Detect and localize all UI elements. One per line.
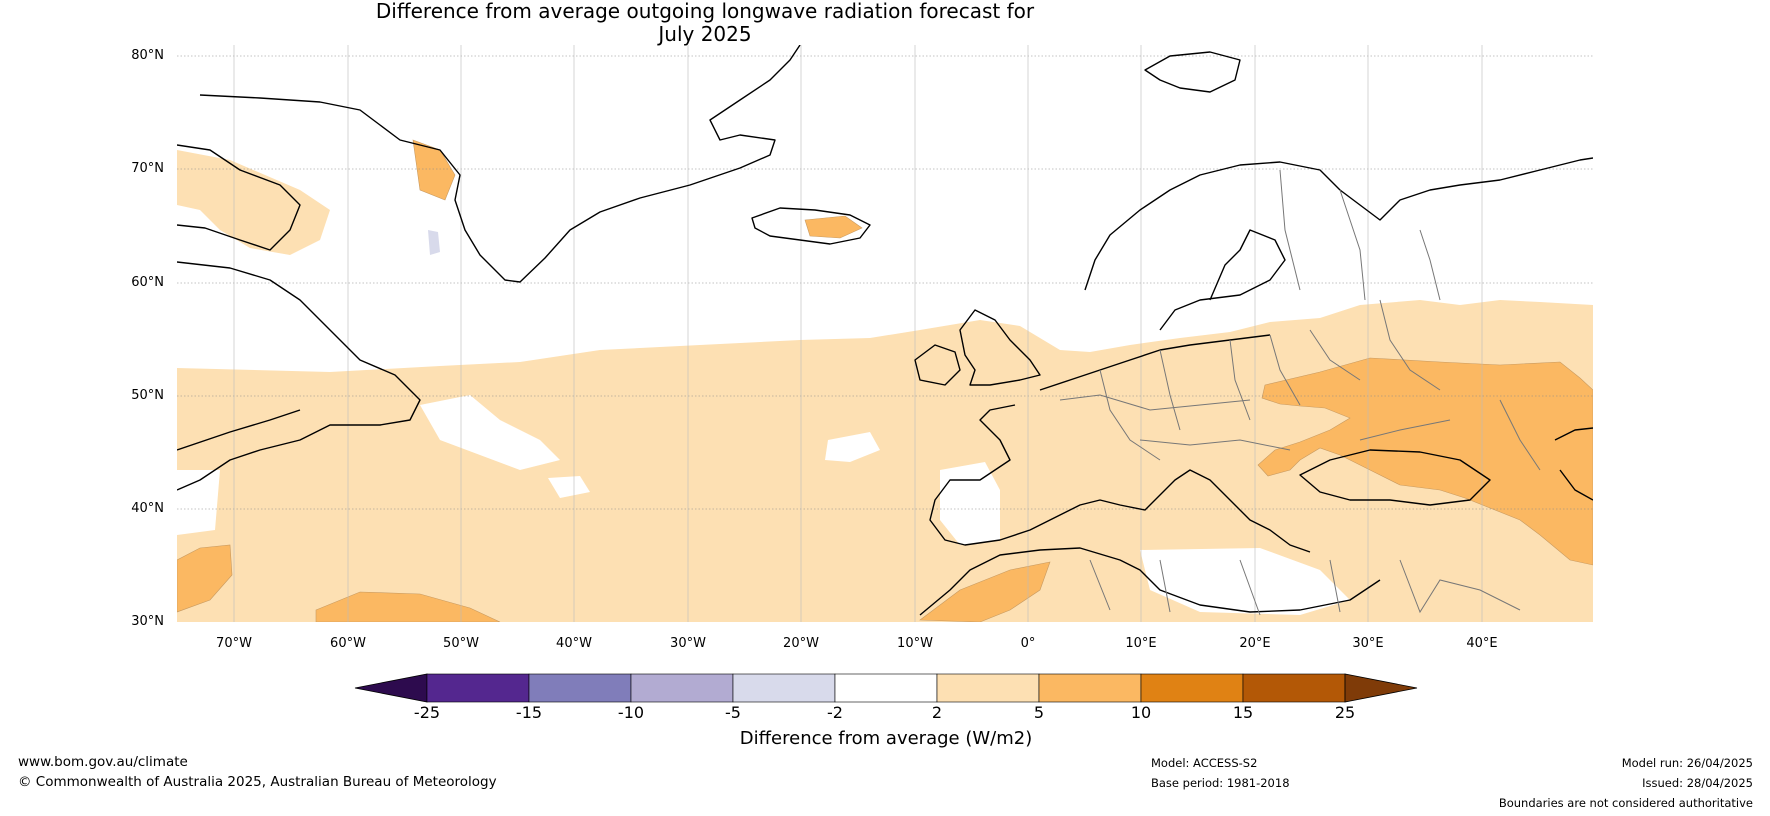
anomaly-region-orange-morocco xyxy=(919,561,1051,622)
colorbar-tick-minus10: -10 xyxy=(617,703,645,722)
coastline-ireland xyxy=(914,344,961,386)
lat-label-70n: 70°N xyxy=(131,161,164,176)
footer-url[interactable]: www.bom.gov.au/climate xyxy=(18,754,188,770)
colorbar-tick-25: 25 xyxy=(1334,703,1356,722)
title-line-1: Difference from average outgoing longwav… xyxy=(375,0,1035,23)
lat-label-60n: 60°N xyxy=(131,275,164,290)
anomaly-region-neutral-5 xyxy=(177,470,220,535)
colorbar-tick-5: 5 xyxy=(1033,703,1045,722)
colorbar-segment xyxy=(528,673,632,703)
coastline-svalbard xyxy=(1144,51,1241,93)
lon-label-60w: 60°W xyxy=(330,636,366,651)
anomaly-region-orange-atlantic-s xyxy=(315,591,501,622)
colorbar-label: Difference from average (W/m2) xyxy=(739,728,1033,749)
model-name: Model: ACCESS-S2 xyxy=(1151,756,1258,770)
olr-anomaly-map xyxy=(177,45,1593,622)
lon-label-40e: 40°E xyxy=(1466,636,1498,651)
lon-label-0: 0° xyxy=(1020,636,1036,651)
colorbar-segment xyxy=(630,673,734,703)
colorbar-segment xyxy=(1242,673,1346,703)
anomaly-region-lilac-greenland xyxy=(428,230,440,255)
colorbar-tick-10: 10 xyxy=(1130,703,1152,722)
lon-label-10w: 10°W xyxy=(897,636,933,651)
anomaly-region-orange-east xyxy=(1257,357,1593,566)
colorbar-tick-minus5: -5 xyxy=(725,703,741,722)
map-gridlines xyxy=(177,45,1593,622)
coastline-baffin xyxy=(177,144,301,251)
anomaly-region-neutral-6 xyxy=(1140,548,1350,615)
footer-copyright: © Commonwealth of Australia 2025, Austra… xyxy=(18,774,497,790)
colorbar-segment xyxy=(936,673,1040,703)
lon-label-30w: 30°W xyxy=(670,636,706,651)
coastline-iceland xyxy=(751,207,871,245)
coastline-black-sea xyxy=(1299,449,1491,506)
colorbar xyxy=(354,673,1418,703)
anomaly-region-light-orange xyxy=(177,300,1593,622)
coastline-europe-west xyxy=(929,404,1311,553)
colorbar-tick-minus25: -25 xyxy=(413,703,441,722)
anomaly-region-neutral-4 xyxy=(940,462,1000,545)
anomaly-region-neutral-2 xyxy=(825,432,880,462)
lat-label-40n: 40°N xyxy=(131,501,164,516)
lat-label-80n: 80°N xyxy=(131,48,164,63)
colorbar-segment xyxy=(732,673,836,703)
base-period: Base period: 1981-2018 xyxy=(1151,776,1290,790)
colorbar-tick-15: 15 xyxy=(1232,703,1254,722)
lon-label-40w: 40°W xyxy=(556,636,592,651)
anomaly-region-light-orange-canada xyxy=(177,150,330,255)
coastline-great-britain xyxy=(959,309,1041,386)
lon-label-20w: 20°W xyxy=(783,636,819,651)
chart-title: Difference from average outgoing longwav… xyxy=(0,0,1410,46)
anomaly-region-neutral-3 xyxy=(548,476,590,498)
coastline-greenland xyxy=(199,45,801,283)
coastline-st-lawrence xyxy=(177,409,301,451)
anomaly-region-neutral-1 xyxy=(420,395,560,470)
colorbar-tick-2: 2 xyxy=(931,703,943,722)
country-borders xyxy=(1059,169,1541,616)
coastline-labrador xyxy=(177,261,421,491)
title-line-2: July 2025 xyxy=(658,22,752,46)
boundaries-disclaimer: Boundaries are not considered authoritat… xyxy=(1498,796,1753,810)
coastline-baltic xyxy=(1159,229,1286,331)
colorbar-segment xyxy=(426,673,530,703)
colorbar-segment xyxy=(1038,673,1142,703)
colorbar-extend-low xyxy=(354,673,428,703)
lon-label-70w: 70°W xyxy=(216,636,252,651)
lon-label-20e: 20°E xyxy=(1239,636,1271,651)
anomaly-region-orange-atlantic-sw xyxy=(177,544,233,613)
lon-label-50w: 50°W xyxy=(443,636,479,651)
coastline-europe-north xyxy=(1039,334,1271,391)
model-run-date: Model run: 26/04/2025 xyxy=(1621,756,1753,770)
colorbar-segment xyxy=(834,673,938,703)
colorbar-tick-minus2: -2 xyxy=(827,703,843,722)
lat-label-30n: 30°N xyxy=(131,614,164,629)
coastline-caspian xyxy=(1554,427,1593,501)
coastline-north-africa xyxy=(919,547,1381,616)
lon-label-30e: 30°E xyxy=(1352,636,1384,651)
lon-label-10e: 10°E xyxy=(1125,636,1157,651)
lat-label-50n: 50°N xyxy=(131,388,164,403)
anomaly-region-orange-iceland xyxy=(804,215,863,239)
issued-date: Issued: 28/04/2025 xyxy=(1642,776,1753,790)
colorbar-tick-minus15: -15 xyxy=(515,703,543,722)
colorbar-segment xyxy=(1140,673,1244,703)
colorbar-extend-high xyxy=(1344,673,1418,703)
